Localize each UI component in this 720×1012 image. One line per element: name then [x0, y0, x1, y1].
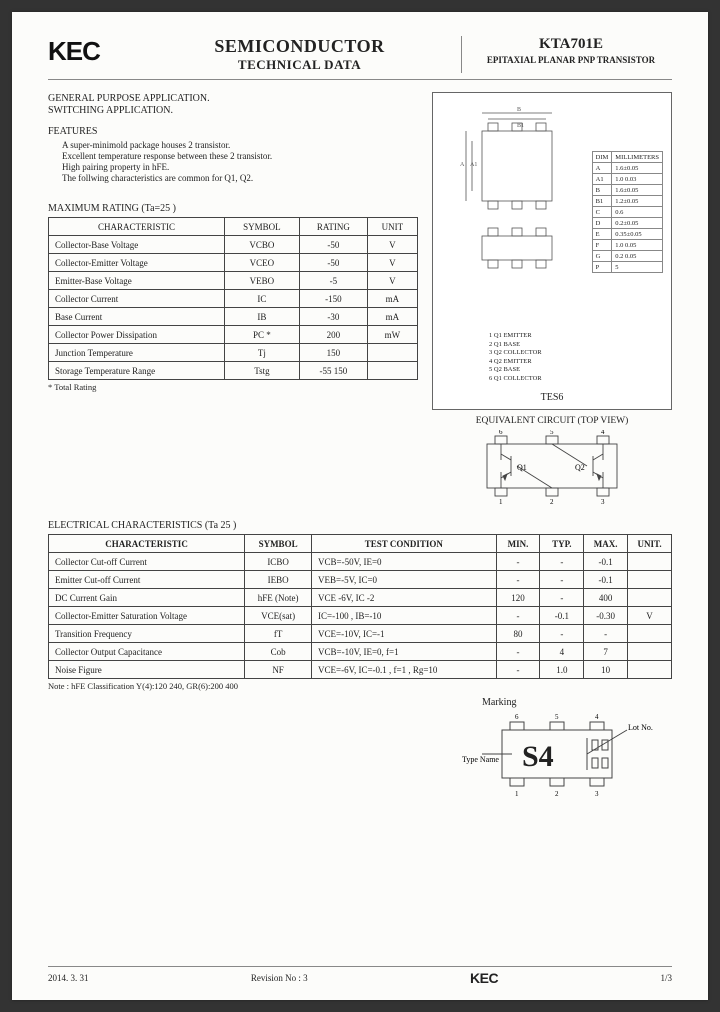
- svg-text:A1: A1: [470, 162, 477, 168]
- col-rating: RATING: [299, 218, 367, 236]
- svg-text:4: 4: [601, 430, 605, 436]
- top-row: GENERAL PURPOSE APPLICATION. SWITCHING A…: [48, 92, 672, 506]
- company-logo: KEC: [48, 36, 138, 73]
- feature-item: High pairing property in hFE.: [62, 162, 418, 172]
- footer-revision: Revision No : 3: [251, 973, 308, 983]
- feature-item: Excellent temperature response between t…: [62, 151, 418, 161]
- marking-section: Marking 6 5 4 1 2: [48, 697, 672, 803]
- svg-text:2: 2: [550, 498, 554, 506]
- footer-logo: KEC: [470, 970, 498, 986]
- table-row: Collector Output CapacitanceCobVCB=-10V,…: [49, 643, 672, 661]
- header-center: SEMICONDUCTOR TECHNICAL DATA: [138, 36, 462, 73]
- application-line-2: SWITCHING APPLICATION.: [48, 105, 418, 116]
- dimension-table: DIMMILLIMETERS A1.6±0.05 A11.0 0.03 B1.6…: [592, 151, 663, 273]
- pin-list: 1 Q1 EMITTER 2 Q1 BASE 3 Q2 COLLECTOR 4 …: [489, 332, 542, 383]
- equiv-circuit-svg: 6 5 4 1 2 3 Q1 Q2: [467, 430, 637, 506]
- col-characteristic: CHARACTERISTIC: [49, 218, 225, 236]
- features-list: A super-minimold package houses 2 transi…: [62, 140, 418, 183]
- max-rating-heading: MAXIMUM RATING (Ta=25 ): [48, 203, 418, 214]
- feature-item: A super-minimold package houses 2 transi…: [62, 140, 418, 150]
- svg-text:6: 6: [515, 713, 519, 721]
- svg-text:Q2: Q2: [575, 463, 585, 472]
- svg-text:B: B: [517, 107, 521, 113]
- part-subtitle: EPITAXIAL PLANAR PNP TRANSISTOR: [470, 55, 672, 65]
- footer-date: 2014. 3. 31: [48, 973, 89, 983]
- svg-text:2: 2: [555, 790, 559, 798]
- svg-text:4: 4: [595, 713, 599, 721]
- table-row: Base CurrentIB-30mA: [49, 308, 418, 326]
- svg-text:6: 6: [499, 430, 503, 436]
- table-row: Emitter Cut-off CurrentIEBOVEB=-5V, IC=0…: [49, 571, 672, 589]
- doc-type-1: SEMICONDUCTOR: [148, 36, 451, 57]
- marking-heading: Marking: [482, 697, 672, 708]
- svg-text:1: 1: [515, 790, 519, 798]
- package-diagram: B B1 A A1 DIMMILLIMETERS A1.6±0.05 A11.0…: [432, 92, 672, 410]
- table-row: Collector Power DissipationPC *200mW: [49, 326, 418, 344]
- svg-text:B1: B1: [517, 123, 524, 129]
- marking-svg: 6 5 4 1 2 3 S4 Type Name Lot No.: [462, 710, 662, 800]
- table-row: Collector CurrentIC-150mA: [49, 290, 418, 308]
- svg-text:Lot No.: Lot No.: [628, 723, 653, 732]
- application-line-1: GENERAL PURPOSE APPLICATION.: [48, 93, 418, 104]
- svg-text:5: 5: [550, 430, 554, 436]
- page-footer: 2014. 3. 31 Revision No : 3 KEC 1/3: [48, 966, 672, 986]
- table-row: Collector-Emitter VoltageVCEO-50V: [49, 254, 418, 272]
- svg-text:1: 1: [499, 498, 503, 506]
- table-row: Junction TemperatureTj150: [49, 344, 418, 362]
- doc-type-2: TECHNICAL DATA: [148, 57, 451, 73]
- svg-text:3: 3: [601, 498, 605, 506]
- features-heading: FEATURES: [48, 126, 418, 137]
- rating-note: * Total Rating: [48, 382, 418, 392]
- left-column: GENERAL PURPOSE APPLICATION. SWITCHING A…: [48, 92, 418, 506]
- right-column: B B1 A A1 DIMMILLIMETERS A1.6±0.05 A11.0…: [432, 92, 672, 506]
- table-row: Storage Temperature RangeTstg-55 150: [49, 362, 418, 380]
- table-row: Transition FrequencyfTVCE=-10V, IC=-180-…: [49, 625, 672, 643]
- table-row: DC Current GainhFE (Note)VCE -6V, IC -21…: [49, 589, 672, 607]
- svg-text:5: 5: [555, 713, 559, 721]
- table-row: Collector Cut-off CurrentICBOVCB=-50V, I…: [49, 553, 672, 571]
- max-rating-table: CHARACTERISTIC SYMBOL RATING UNIT Collec…: [48, 217, 418, 380]
- col-symbol: SYMBOL: [224, 218, 299, 236]
- svg-text:A: A: [460, 162, 465, 168]
- svg-text:S4: S4: [522, 740, 554, 773]
- table-row: Noise FigureNFVCE=-6V, IC=-0.1 , f=1 , R…: [49, 661, 672, 679]
- equiv-circuit-heading: EQUIVALENT CIRCUIT (TOP VIEW): [432, 416, 672, 426]
- part-number: KTA701E: [470, 36, 672, 53]
- table-row: Emitter-Base VoltageVEBO-5V: [49, 272, 418, 290]
- svg-text:Type Name: Type Name: [462, 755, 499, 764]
- feature-item: The follwing characteristics are common …: [62, 173, 418, 183]
- page-header: KEC SEMICONDUCTOR TECHNICAL DATA KTA701E…: [48, 36, 672, 80]
- elec-note: Note : hFE Classification Y(4):120 240, …: [48, 681, 672, 691]
- col-unit: UNIT: [367, 218, 417, 236]
- table-row: Collector-Base VoltageVCBO-50V: [49, 236, 418, 254]
- header-right: KTA701E EPITAXIAL PLANAR PNP TRANSISTOR: [462, 36, 672, 73]
- svg-text:Q1: Q1: [517, 463, 527, 472]
- elec-heading: ELECTRICAL CHARACTERISTICS (Ta 25 ): [48, 520, 672, 531]
- table-row: Collector-Emitter Saturation VoltageVCE(…: [49, 607, 672, 625]
- elec-table: CHARACTERISTIC SYMBOL TEST CONDITION MIN…: [48, 534, 672, 679]
- package-name: TES6: [541, 392, 564, 403]
- footer-page: 1/3: [660, 973, 672, 983]
- svg-text:3: 3: [595, 790, 599, 798]
- datasheet-page: KEC SEMICONDUCTOR TECHNICAL DATA KTA701E…: [12, 12, 708, 1000]
